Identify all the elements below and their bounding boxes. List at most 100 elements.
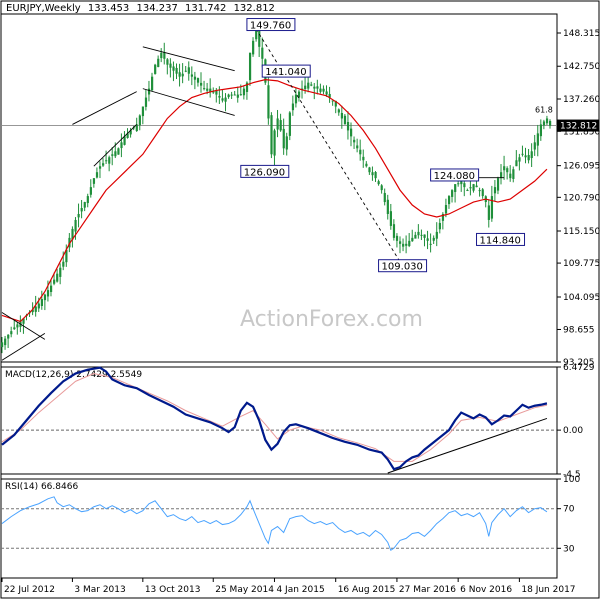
price-annotation-label: 114.840 [480,235,521,246]
close-value: 132.812 [233,3,275,14]
candle-body [466,190,469,192]
candle-body [160,52,163,59]
candle-body [273,130,276,156]
fib-label: 61.8 [535,106,553,115]
candle-body [83,202,86,208]
candle-body [169,63,172,68]
candle-body [123,136,126,145]
candle-body [328,93,331,98]
macd-y-tick-label: -4.5 [563,470,581,480]
price-y-tick-label: 131.850 [563,127,600,137]
candle-body [542,121,546,126]
candle-body [398,241,402,244]
candle-body [383,192,386,203]
candle-body [129,130,132,135]
candle-body [444,205,448,214]
candle-body [46,290,50,297]
candle-body [206,88,209,91]
candle-body [472,184,475,191]
candle-body [447,196,451,205]
candle-body [108,157,111,164]
candle-body [423,234,426,238]
candle-body [144,97,148,107]
candle-body [80,208,83,212]
price-annotation-label: 149.760 [250,21,291,32]
candle-body [346,121,350,131]
candle-body [65,249,68,263]
candle-body [392,224,396,238]
candle-body [172,66,175,71]
candle-body [236,94,239,98]
candle-body [380,185,383,191]
price-y-tick-label: 104.095 [563,293,600,303]
candle-body [454,184,457,192]
candle-body [163,52,166,59]
candle-body [34,306,37,312]
candle-body [13,327,16,330]
candle-body [224,97,227,102]
candle-body [368,167,371,173]
current-price-label: 132.812 [560,122,597,132]
candle-body [493,187,497,194]
candle-body [95,172,99,178]
current-price-label-bg [557,119,599,132]
candle-body [356,145,359,149]
candle-body [1,342,4,348]
candle-body [451,190,454,197]
candle-body [545,118,549,124]
candle-body [56,273,59,282]
candle-body [233,94,236,96]
candle-body [371,172,374,176]
candle-body [478,190,481,192]
candle-body [138,115,141,126]
candle-body [10,331,13,335]
price-y-tick-label: 137.260 [563,95,600,105]
candle-body [374,172,377,179]
candle-body [22,318,25,324]
candle-body [203,88,206,90]
candle-body [524,155,527,158]
candle-body [291,103,295,111]
candle-body [193,76,197,80]
candle-body [435,231,438,239]
candle-body [395,235,399,241]
candle-body [549,120,552,126]
price-y-tick-label: 120.790 [563,193,600,203]
candle-body [230,94,233,96]
candle-body [270,115,273,155]
candle-body [215,90,218,95]
price-y-tick-label: 98.655 [563,325,595,335]
candle-body [267,85,270,119]
price-annotation-box [476,232,526,246]
x-tick-label: 25 May 2014 [215,585,274,595]
pattern-trendline [1,312,46,340]
candle-body [175,67,178,74]
candle-body [475,185,478,188]
rsi-title: RSI(14) 66.8466 [5,482,78,492]
price-y-tick-label: 126.095 [563,162,600,172]
candle-body [301,88,304,90]
candle-body [16,324,19,328]
candle-body [402,243,405,247]
candle-body [518,157,521,162]
candle-body [147,88,151,95]
candle-body [307,82,310,89]
candle-body [515,160,518,167]
candle-body [31,309,34,313]
rsi-y-tick-label: 30 [563,544,575,554]
candle-body [359,149,362,155]
candle-body [166,59,169,65]
candle-body [340,112,344,119]
candle-body [187,67,190,74]
candle-body [285,136,288,150]
candle-body [536,133,539,146]
candle-body [469,187,472,189]
candle-body [420,234,423,236]
candle-body [114,151,117,157]
candle-body [503,166,506,171]
candle-body [325,91,328,95]
candle-body [304,85,307,89]
